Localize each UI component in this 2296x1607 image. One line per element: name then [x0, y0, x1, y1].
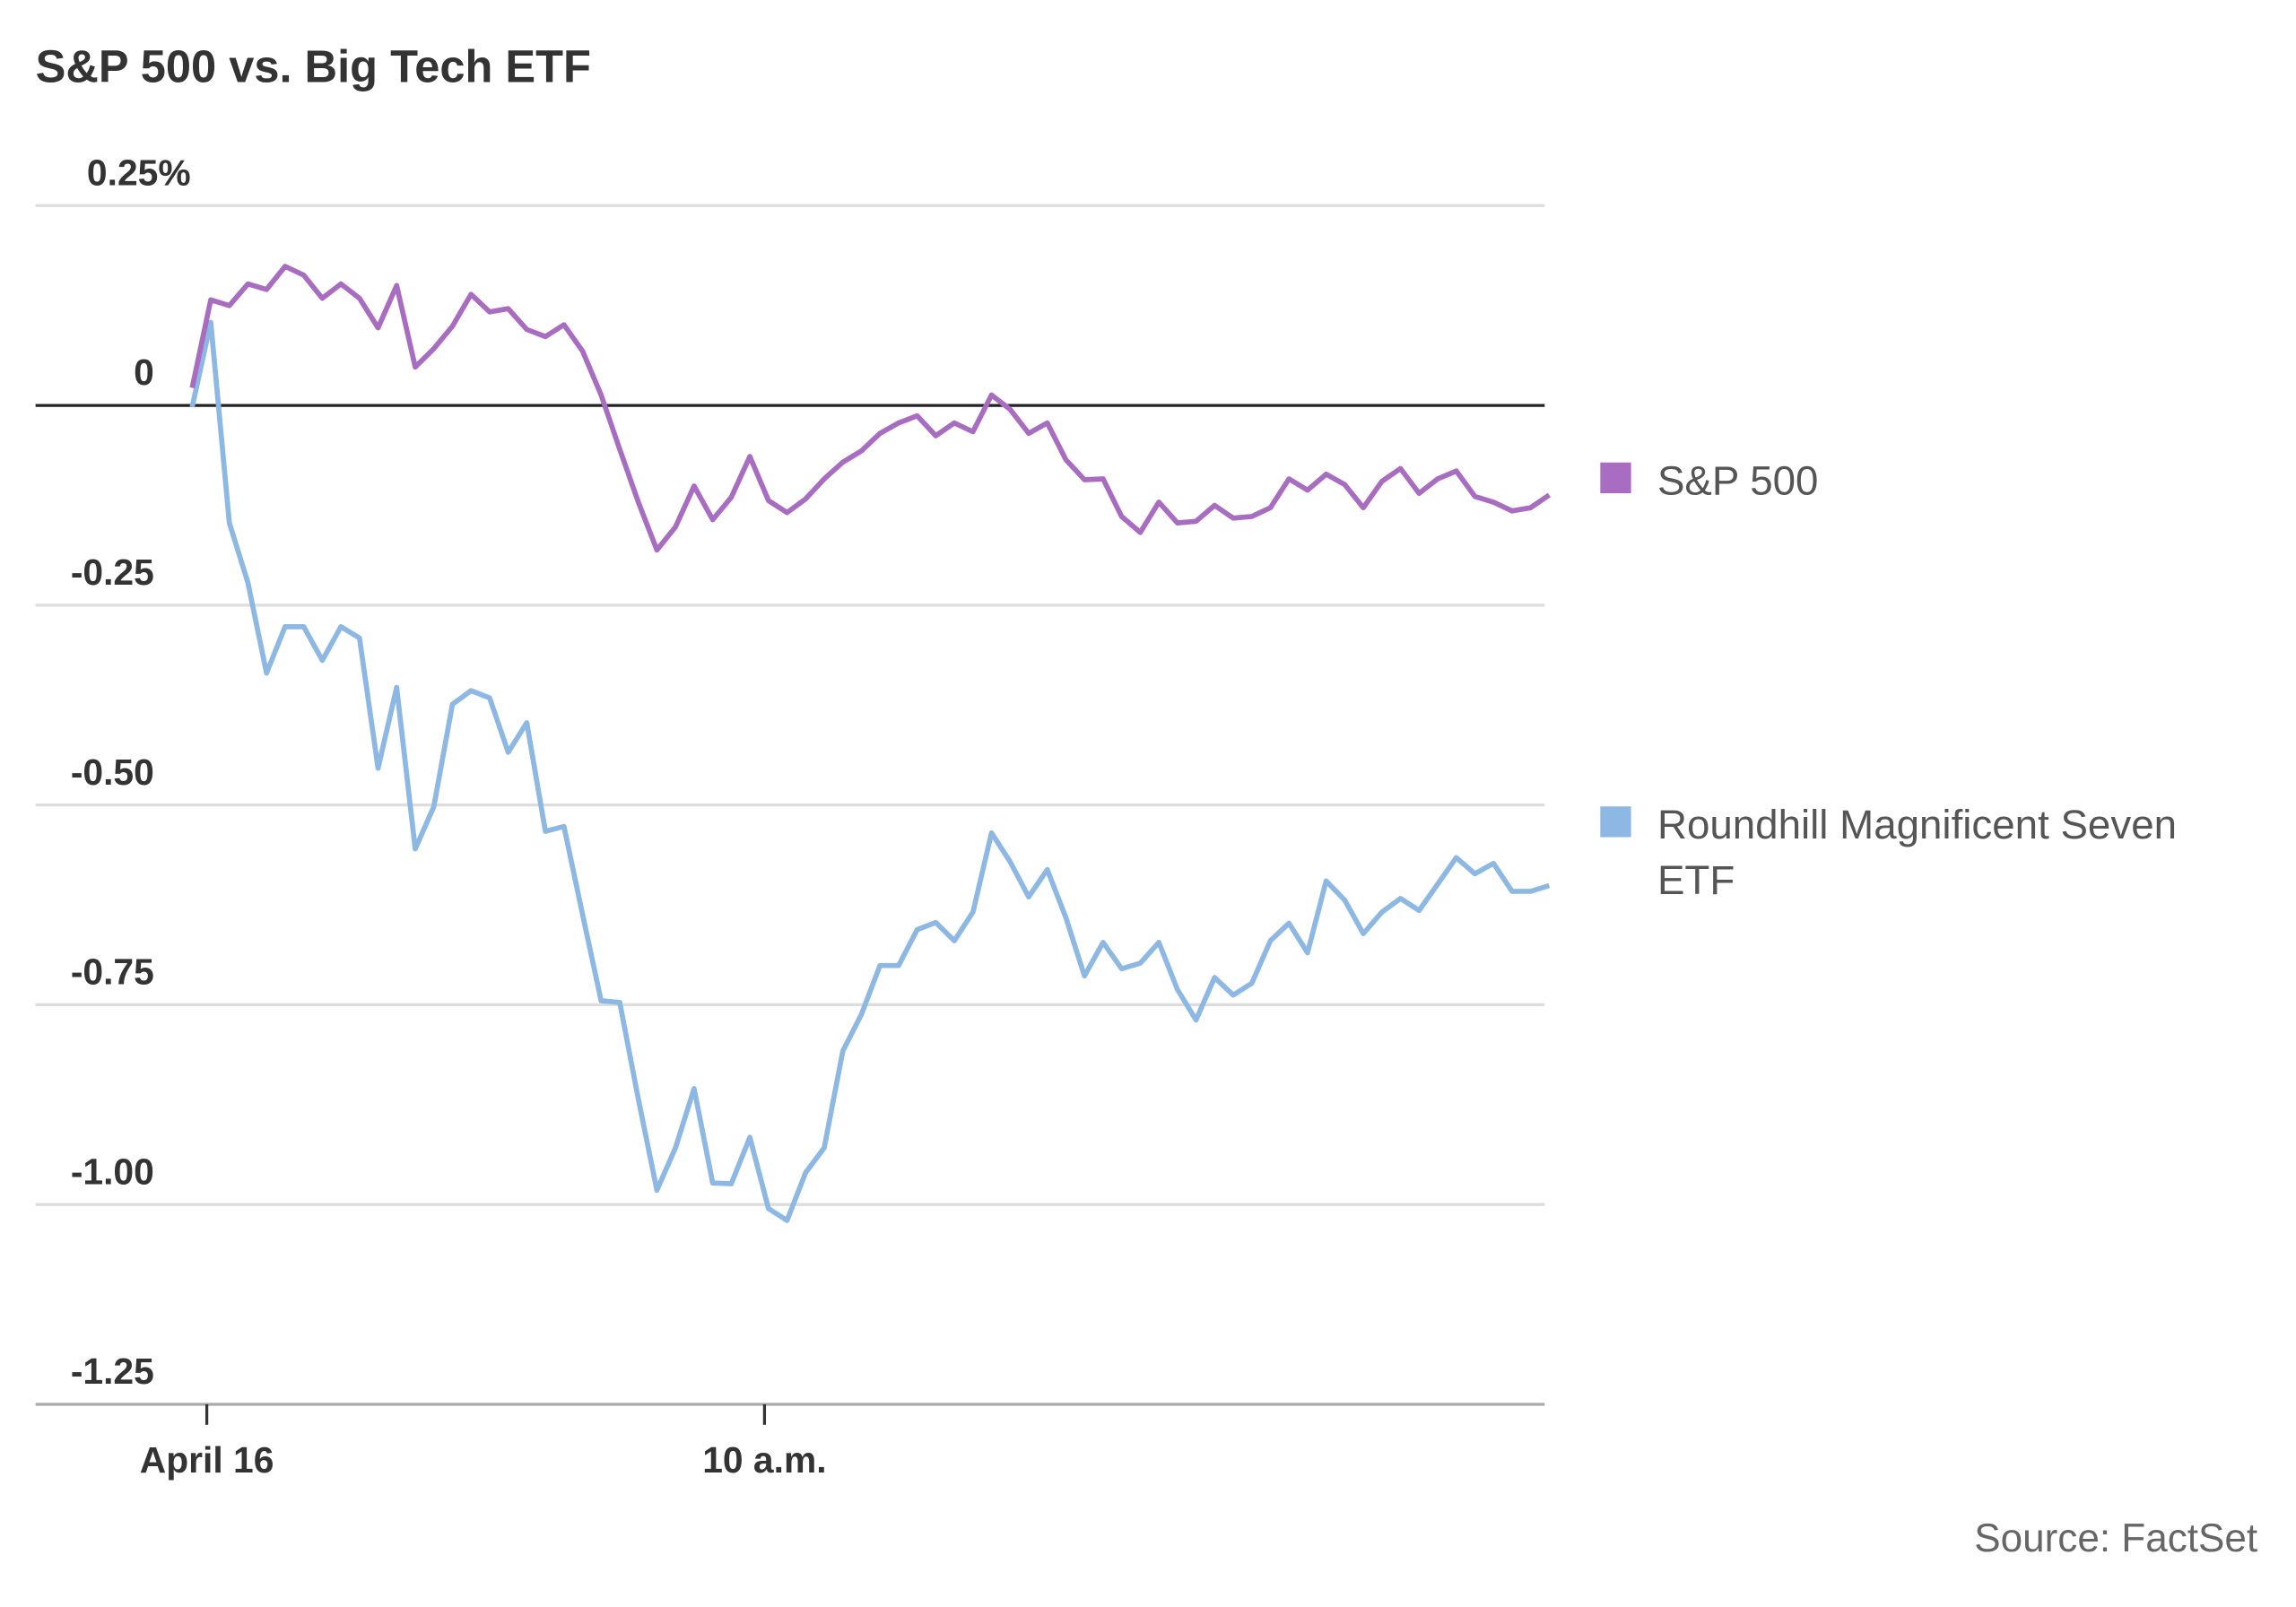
series-lines: [189, 264, 1551, 1223]
legend-label: Roundhill Magnificent Seven: [1657, 802, 2177, 847]
y-tick-label: -0.75: [71, 951, 154, 993]
y-tick-label: -0.25: [71, 552, 154, 593]
y-tick-label: -1.00: [71, 1151, 154, 1192]
gridlines: [35, 204, 1545, 1406]
legend-item: Roundhill Magnificent Seven ETF: [1600, 802, 2177, 903]
legend: S&P 500 Roundhill Magnificent Seven ETF: [1600, 458, 2177, 903]
x-tick-label: April 16: [140, 1439, 274, 1481]
legend-swatch: [1600, 462, 1631, 494]
legend-item: S&P 500: [1600, 458, 1818, 504]
x-axis: April 16 10 a.m.: [140, 1403, 827, 1481]
y-axis-ticks: 0.25% 0 -0.25 -0.50 -0.75 -1.00 -1.25: [71, 152, 191, 1392]
legend-swatch: [1600, 806, 1631, 838]
legend-label: S&P 500: [1657, 458, 1819, 504]
series-line-sp500: [189, 264, 1551, 553]
series-line-mag7-etf: [189, 319, 1551, 1223]
source-note: Source: FactSet: [1974, 1516, 2257, 1560]
y-tick-label: -0.50: [71, 751, 154, 793]
y-tick-label: 0: [134, 352, 154, 393]
y-tick-label: -1.25: [71, 1351, 154, 1392]
y-tick-label: 0.25%: [87, 152, 191, 193]
legend-label: ETF: [1657, 857, 1735, 903]
chart-title: S&P 500 vs. Big Tech ETF: [36, 40, 591, 91]
x-tick-label: 10 a.m.: [702, 1439, 826, 1481]
